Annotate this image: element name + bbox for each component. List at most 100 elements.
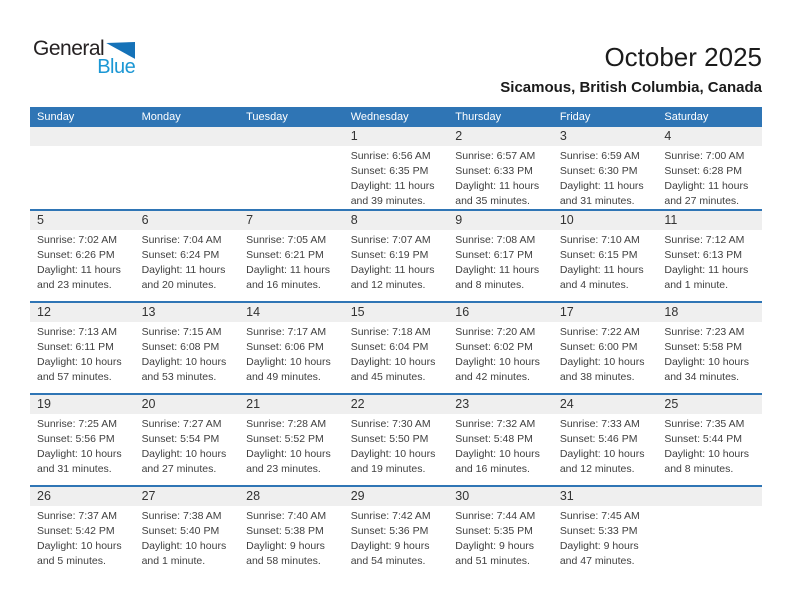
day-details: Sunrise: 7:25 AM Sunset: 5:56 PM Daylight:… — [30, 414, 135, 477]
daylight-text: Daylight: 10 hours and 19 minutes. — [350, 448, 436, 475]
daylight-text: Daylight: 10 hours and 31 minutes. — [37, 448, 122, 475]
sunset-text: Sunset: 5:52 PM — [246, 433, 324, 445]
sunrise-text: Sunrise: 6:57 AM — [455, 150, 536, 162]
daylight-text: Daylight: 11 hours and 35 minutes. — [455, 180, 540, 207]
day-number: 18 — [657, 303, 762, 322]
sunrise-text: Sunrise: 7:04 AM — [141, 234, 222, 246]
empty-day-cell — [239, 127, 344, 210]
empty-day-cell — [30, 127, 135, 210]
day-number: 3 — [552, 127, 658, 146]
day-number-empty — [657, 487, 762, 506]
day-details: Sunrise: 7:37 AM Sunset: 5:42 PM Daylight:… — [30, 506, 135, 569]
sunrise-text: Sunrise: 7:33 AM — [559, 418, 640, 430]
day-cell: 22 Sunrise: 7:30 AM Sunset: 5:50 PM Dayligh… — [343, 393, 449, 486]
sunrise-text: Sunrise: 7:10 AM — [559, 234, 640, 246]
daylight-text: Daylight: 10 hours and 8 minutes. — [664, 448, 750, 475]
day-number: 21 — [239, 395, 344, 414]
daylight-text: Daylight: 9 hours and 58 minutes. — [246, 540, 325, 567]
day-details: Sunrise: 6:57 AM Sunset: 6:33 PM Daylight:… — [448, 146, 553, 209]
empty-day-cell — [657, 485, 762, 578]
daylight-text: Daylight: 11 hours and 27 minutes. — [664, 180, 749, 207]
logo-text-blue: Blue — [97, 56, 136, 78]
day-details: Sunrise: 7:12 AM Sunset: 6:13 PM Daylight:… — [657, 230, 762, 293]
page-subtitle: Sicamous, British Columbia, Canada — [500, 79, 762, 96]
day-number: 13 — [134, 303, 240, 322]
day-details: Sunrise: 7:07 AM Sunset: 6:19 PM Daylight:… — [344, 230, 449, 293]
day-number: 29 — [343, 487, 449, 506]
day-cell: 20 Sunrise: 7:27 AM Sunset: 5:54 PM Dayligh… — [134, 393, 240, 486]
sunrise-text: Sunrise: 7:18 AM — [350, 326, 431, 338]
day-details: Sunrise: 7:00 AM Sunset: 6:28 PM Daylight:… — [657, 146, 762, 209]
day-cell: 11 Sunrise: 7:12 AM Sunset: 6:13 PM Dayligh… — [657, 209, 762, 302]
sunrise-text: Sunrise: 7:12 AM — [664, 234, 745, 246]
sunrise-text: Sunrise: 7:05 AM — [246, 234, 327, 246]
day-cell: 15 Sunrise: 7:18 AM Sunset: 6:04 PM Dayligh… — [343, 301, 449, 394]
sunrise-text: Sunrise: 7:45 AM — [559, 510, 640, 522]
sunset-text: Sunset: 5:58 PM — [664, 341, 743, 353]
daylight-text: Daylight: 10 hours and 5 minutes. — [37, 540, 122, 567]
daylight-text: Daylight: 11 hours and 39 minutes. — [350, 180, 435, 207]
sunrise-text: Sunrise: 7:02 AM — [37, 234, 117, 246]
day-cell: 25 Sunrise: 7:35 AM Sunset: 5:44 PM Dayligh… — [657, 393, 762, 486]
day-number: 1 — [343, 127, 449, 146]
calendar-body: 1 Sunrise: 6:56 AM Sunset: 6:35 PM Daylight… — [30, 127, 762, 578]
daylight-text: Daylight: 11 hours and 4 minutes. — [559, 264, 644, 291]
sunset-text: Sunset: 6:13 PM — [664, 249, 743, 261]
sunrise-text: Sunrise: 7:30 AM — [350, 418, 431, 430]
sunset-text: Sunset: 5:42 PM — [37, 525, 115, 537]
sunset-text: Sunset: 6:35 PM — [350, 165, 429, 177]
day-number: 16 — [448, 303, 553, 322]
day-details: Sunrise: 7:44 AM Sunset: 5:35 PM Daylight:… — [448, 506, 553, 569]
daylight-text: Daylight: 10 hours and 12 minutes. — [559, 448, 645, 475]
daylight-text: Daylight: 10 hours and 38 minutes. — [559, 356, 645, 383]
day-cell: 18 Sunrise: 7:23 AM Sunset: 5:58 PM Dayligh… — [657, 301, 762, 394]
header-block: October 2025 Sicamous, British Columbia,… — [500, 42, 762, 97]
daylight-text: Daylight: 10 hours and 23 minutes. — [246, 448, 331, 475]
week-row: 1 Sunrise: 6:56 AM Sunset: 6:35 PM Daylight… — [30, 127, 762, 210]
sunset-text: Sunset: 6:24 PM — [141, 249, 220, 261]
page-title: October 2025 — [604, 42, 762, 72]
sunset-text: Sunset: 5:36 PM — [350, 525, 429, 537]
sunset-text: Sunset: 6:21 PM — [246, 249, 324, 261]
day-details: Sunrise: 7:08 AM Sunset: 6:17 PM Daylight:… — [448, 230, 553, 293]
day-details: Sunrise: 7:05 AM Sunset: 6:21 PM Daylight:… — [239, 230, 344, 293]
weekday-header-saturday: Saturday — [657, 107, 762, 127]
daylight-text: Daylight: 10 hours and 42 minutes. — [455, 356, 540, 383]
day-details: Sunrise: 7:04 AM Sunset: 6:24 PM Daylight:… — [135, 230, 240, 293]
day-cell: 3 Sunrise: 6:59 AM Sunset: 6:30 PM Daylight… — [552, 127, 658, 210]
day-cell: 6 Sunrise: 7:04 AM Sunset: 6:24 PM Daylight… — [134, 209, 240, 302]
day-cell: 10 Sunrise: 7:10 AM Sunset: 6:15 PM Dayligh… — [552, 209, 658, 302]
sunrise-text: Sunrise: 7:38 AM — [141, 510, 222, 522]
day-number-empty — [30, 127, 135, 146]
sunset-text: Sunset: 6:00 PM — [559, 341, 638, 353]
day-cell: 23 Sunrise: 7:32 AM Sunset: 5:48 PM Dayligh… — [448, 393, 553, 486]
daylight-text: Daylight: 10 hours and 1 minute. — [141, 540, 227, 567]
logo-text-general: General — [33, 37, 105, 60]
day-number: 25 — [657, 395, 762, 414]
day-details: Sunrise: 7:38 AM Sunset: 5:40 PM Daylight:… — [135, 506, 240, 569]
sunset-text: Sunset: 6:04 PM — [350, 341, 429, 353]
sunset-text: Sunset: 6:08 PM — [141, 341, 220, 353]
empty-day-cell — [134, 127, 240, 210]
day-number: 31 — [552, 487, 658, 506]
daylight-text: Daylight: 10 hours and 45 minutes. — [350, 356, 436, 383]
sunset-text: Sunset: 5:35 PM — [455, 525, 533, 537]
sunrise-text: Sunrise: 7:27 AM — [141, 418, 222, 430]
sunrise-text: Sunrise: 7:42 AM — [350, 510, 431, 522]
day-cell: 28 Sunrise: 7:40 AM Sunset: 5:38 PM Dayligh… — [239, 485, 344, 578]
daylight-text: Daylight: 11 hours and 20 minutes. — [141, 264, 226, 291]
day-number: 9 — [448, 211, 553, 230]
day-number: 27 — [134, 487, 240, 506]
daylight-text: Daylight: 9 hours and 47 minutes. — [559, 540, 639, 567]
sunrise-text: Sunrise: 7:32 AM — [455, 418, 536, 430]
sunset-text: Sunset: 6:26 PM — [37, 249, 115, 261]
day-number: 26 — [30, 487, 135, 506]
day-cell: 5 Sunrise: 7:02 AM Sunset: 6:26 PM Daylight… — [30, 209, 135, 302]
weekday-header-sunday: Sunday — [30, 107, 135, 127]
sunset-text: Sunset: 6:17 PM — [455, 249, 533, 261]
day-cell: 16 Sunrise: 7:20 AM Sunset: 6:02 PM Dayligh… — [448, 301, 553, 394]
day-cell: 26 Sunrise: 7:37 AM Sunset: 5:42 PM Dayligh… — [30, 485, 135, 578]
day-details: Sunrise: 7:33 AM Sunset: 5:46 PM Daylight:… — [553, 414, 658, 477]
day-number: 4 — [657, 127, 762, 146]
day-cell: 31 Sunrise: 7:45 AM Sunset: 5:33 PM Dayligh… — [552, 485, 658, 578]
